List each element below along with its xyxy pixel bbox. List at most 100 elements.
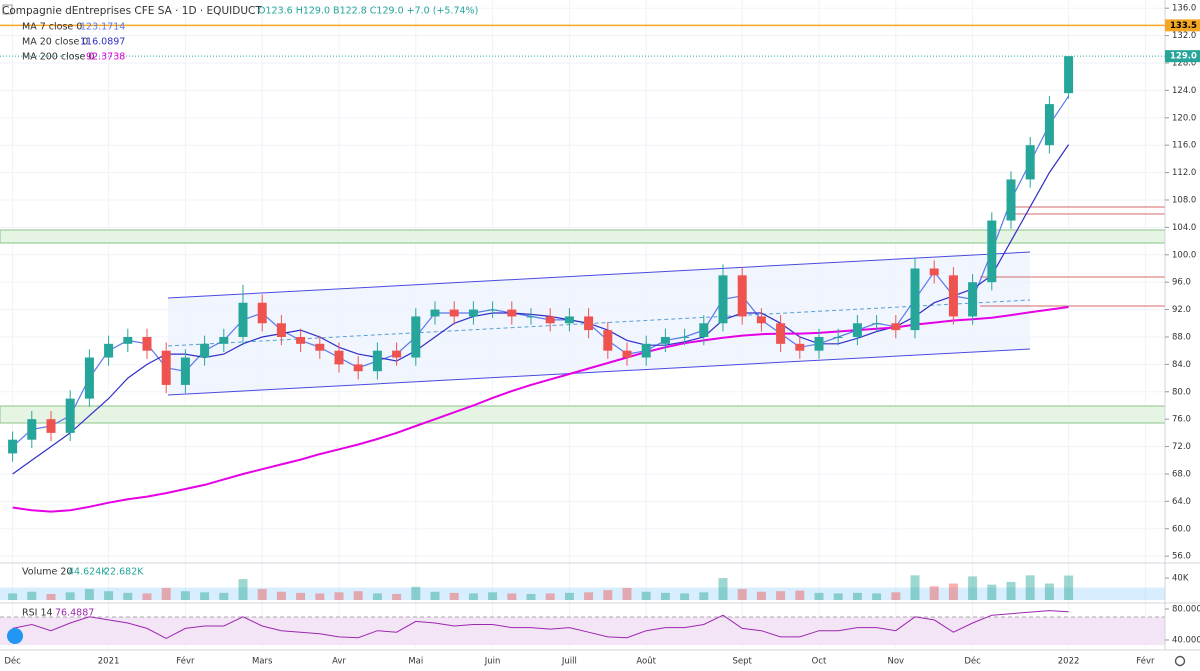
candle-body [200,343,210,358]
volume-value: 44.624K [68,567,108,578]
candle-body [142,336,152,351]
volume-ma-value: 22.682K [104,567,144,578]
volume-bar [468,593,478,600]
x-tick-label: Avr [332,657,346,667]
volume-bar [430,591,440,600]
volume-bar [65,592,75,600]
candle-body [315,343,325,351]
candle-body [891,323,901,331]
y-tick-label: 72.0 [1172,442,1191,452]
volume-bar [891,592,901,600]
rsi-name: RSI 14 [22,608,53,619]
candle-body [564,316,574,324]
volume-ma [0,587,1165,600]
volume-bar [641,591,651,600]
volume-bar [315,593,325,600]
y-tick-label: 116.0 [1172,141,1196,151]
candle-body [449,309,459,317]
candle-body [180,357,190,385]
volume-bar [603,590,613,600]
volume-bar [161,587,171,600]
y-tick-label: 108.0 [1172,195,1196,205]
volume-bar [948,583,958,600]
volume-bar [622,587,632,600]
candle-body [1025,145,1035,180]
volume-bar [929,586,939,600]
candle-body [8,439,18,454]
candle-body [852,323,862,337]
candle-body [65,398,75,433]
volume-bar [123,592,133,600]
x-tick-label: Févr [176,656,195,667]
y-tick-label: 92.0 [1172,305,1191,315]
volume-bar [142,593,152,600]
volume-bar [238,579,248,600]
candle-body [987,220,997,283]
rsi-line [12,610,1069,639]
volume-bar [46,593,56,600]
channel-mid [167,299,1031,347]
volume-bar [987,584,997,600]
x-tick-label: Déc [964,656,981,667]
last-price-box [1165,50,1200,63]
candle-body [776,323,786,344]
x-tick-label: Déc [4,656,21,667]
x-tick-label: Oct [812,657,827,667]
y-tick-label: 100.0 [1172,250,1196,260]
candle-body [507,309,517,317]
legend-value: 92.3738 [86,52,125,63]
candle-body [833,336,843,338]
legend-value: 116.0897 [80,37,125,48]
channel-top [167,251,1031,299]
candle-body [238,302,248,337]
x-tick-label: 2022 [1058,657,1080,667]
candle-body [622,350,632,358]
volume-bar [584,592,594,600]
volume-bar [526,593,536,600]
candle-body [545,316,555,324]
volume-bar [776,591,786,600]
candle-body [468,309,478,317]
volume-bar [257,589,267,600]
volume-bar [564,592,574,600]
volume-bar [449,592,459,600]
volume-bar [219,592,229,600]
y-tick-label: 64.0 [1172,497,1191,507]
settings-icon[interactable] [1174,655,1186,667]
volume-bar [1006,581,1016,600]
volume-tick-label: 40K [1172,574,1189,584]
volume-bar [852,592,862,600]
candle-body [872,323,882,325]
candle-body [718,275,728,324]
volume-bar [545,593,555,600]
volume-bar [353,591,363,600]
candle-body [910,268,920,331]
candle-body [948,275,958,317]
candle-body [334,350,344,365]
candle-body [1044,104,1054,146]
candle-body [929,268,939,276]
volume-bar [814,592,824,600]
volume-bar [1025,575,1035,600]
collapse-button[interactable] [2,4,13,15]
y-tick-label: 80.0 [1172,387,1191,397]
volume-bar [84,589,94,600]
candle-body [660,336,670,344]
volume-bar [334,592,344,600]
volume-bar [200,592,210,600]
candle-body [353,364,363,372]
last-price-label: 129.0 [1170,52,1197,62]
volume-bar [1064,575,1074,600]
candle-body [795,343,805,351]
volume-bar [411,586,421,600]
candle-body [219,336,229,344]
x-tick-label: Juin [484,657,501,667]
x-tick-label: Sept [733,657,753,667]
y-tick-label: 128.0 [1172,59,1196,69]
volume-bar [910,575,920,600]
x-tick-label: Juill [561,657,577,667]
candle-body [699,323,709,337]
candle-body [1006,179,1016,221]
tv-logo [7,628,23,644]
